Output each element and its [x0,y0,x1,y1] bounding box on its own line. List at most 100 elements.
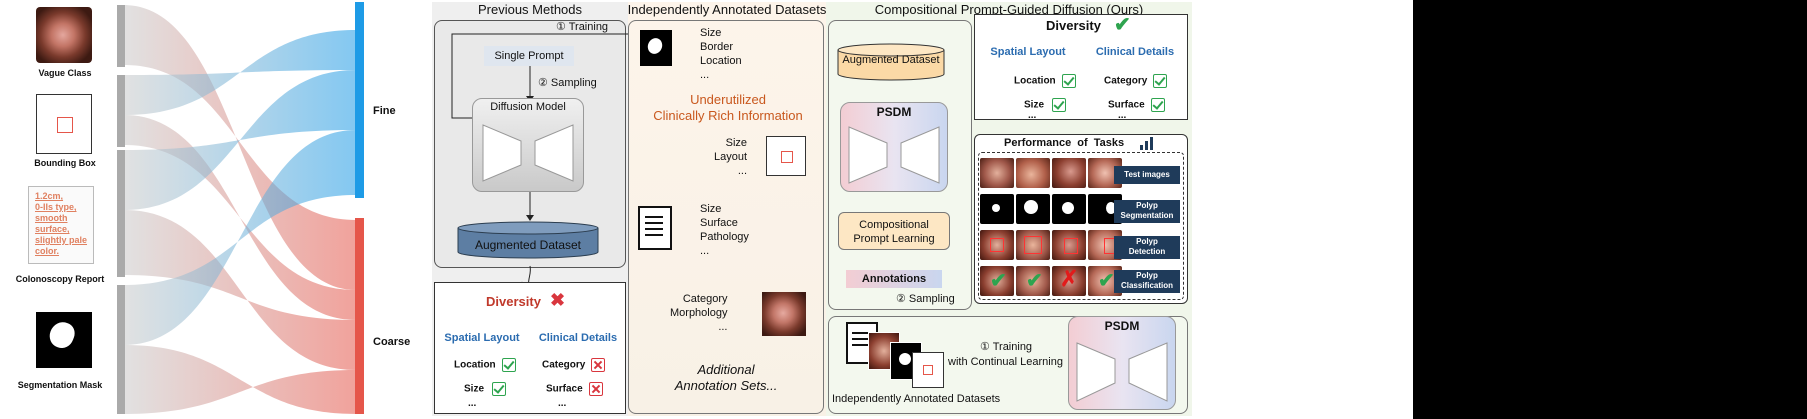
target-bar-fine [355,2,364,198]
task-badge-segmentation: Polyp Segmentation [1114,200,1180,223]
cylinder-icon [837,43,945,81]
ours-diversity-label: Diversity [1046,18,1101,33]
unet-icon [482,124,574,182]
diffusion-model-label: Diffusion Model [490,101,566,113]
underutilized-text: Underutilized Clinically Rich Informatio… [653,92,803,123]
classification-tile: ✔ [1016,266,1050,296]
ours-title: Compositional Prompt-Guided Diffusion (O… [874,2,1144,17]
vague-class-image [36,7,92,63]
flow-bbox-fine [124,30,356,115]
previous-clinical-details: Clinical Details [538,332,618,344]
source-bar-report [117,150,125,277]
flow-bbox-coarse [124,115,356,320]
ours-left-item-size: Size [1024,98,1067,112]
previous-diversity-label: Diversity [486,294,541,309]
ours-right-item-category: Category [1104,74,1168,88]
test-image [1016,158,1050,188]
performance-title: Performance of Tasks [1004,137,1125,149]
stacked-datasets-icon [846,322,946,388]
ours-sampling-label: ② Sampling [896,293,955,305]
check-icon [501,358,516,372]
previous-training-label: ① Training [556,21,609,33]
check-icon [1052,98,1067,112]
colonoscopy-report-label: Colonoscopy Report [15,274,105,284]
sankey-svg [117,2,364,414]
previous-left-item-location: Location [454,358,516,372]
right-dark-strip [1413,0,1807,419]
performance-grid: ✔ ✔ ✗ ✔ [980,158,1130,298]
ours-augmented-dataset: Augmented Dataset [836,42,946,82]
segmentation-mask-image [36,312,92,368]
ours-left-item-location: Location [1014,74,1076,88]
psdm-label-2: PSDM [1104,319,1140,333]
segmentation-mask-label: Segmentation Mask [17,380,103,390]
cross-icon [591,358,606,372]
bbox-square-icon [57,117,73,133]
performance-inner-dashed [978,152,1184,300]
previous-left-item-size: Size [464,382,507,396]
list-size-border-location: Size Border Location ... [700,27,742,81]
ours-right-item-surface: Surface [1108,98,1165,112]
test-image [1052,158,1086,188]
previous-diversity-cross-icon: ✖ [550,290,566,310]
source-bar-vague [117,5,125,67]
ours-right-item-more: ... [1118,110,1127,121]
previous-methods-title: Previous Methods [477,2,583,17]
ours-diversity-check-icon: ✔ [1114,14,1131,36]
psdm-label: PSDM [876,105,912,119]
additional-annotation-sets: Additional Annotation Sets... [674,362,778,393]
ours-left-item-more: ... [1028,110,1037,121]
check-icon [1150,98,1165,112]
task-badge-test-images: Test images [1114,166,1180,184]
detection-tile [1016,230,1050,260]
report-card: 1.2cm, 0-IIs type, smooth surface, sligh… [28,186,94,264]
task-badge-detection: Polyp Detection [1114,236,1180,259]
bbox-thumbnail [766,136,806,176]
mask-tile [1052,194,1086,224]
list-size-surface-pathology: Size Surface Pathology ... [700,203,749,257]
vague-class-label: Vague Class [38,68,92,78]
independent-inner-box [628,20,824,414]
list-size-layout: Size Layout ... [714,137,748,177]
test-image [980,158,1014,188]
previous-right-item-surface: Surface [546,382,603,396]
mask-tile [1016,194,1050,224]
compositional-prompt-learning-box: Compositional Prompt Learning [838,212,950,250]
bbox-thumbnail [912,352,944,388]
ours-augmented-dataset-label: Augmented Dataset [842,54,940,66]
ours-spatial-layout: Spatial Layout [990,46,1066,58]
bounding-box-image [36,94,92,154]
unet-icon [1076,342,1168,402]
annotations-box: Annotations [846,270,942,288]
previous-augmented-dataset-label: Augmented Dataset [474,238,582,252]
previous-left-item-more: ... [468,398,477,409]
sankey-diagram: Vague Class Bounding Box 1.2cm, 0-IIs ty… [0,0,420,419]
flow-report-fine [124,70,356,210]
document-icon [638,206,672,250]
continual-training-label: ① Training [980,341,1033,353]
bbox-square-icon [781,151,793,163]
continual-learning-label: with Continual Learning [948,356,1063,368]
bounding-box-label: Bounding Box [34,158,96,168]
check-icon [1061,74,1076,88]
detection-tile [980,230,1014,260]
report-text: 1.2cm, 0-IIs type, smooth surface, sligh… [35,191,88,256]
independent-title: Independently Annotated Datasets [627,2,827,17]
target-bar-coarse [355,218,364,414]
mask-blob [645,35,665,57]
fine-label: Fine [373,105,396,117]
diffusion-model-box: Diffusion Model [472,98,584,192]
cross-icon [588,382,603,396]
previous-spatial-layout: Spatial Layout [444,332,520,344]
previous-right-item-category: Category [542,358,606,372]
previous-augmented-dataset: Augmented Dataset [456,220,600,260]
detection-tile [1052,230,1086,260]
flow-mask-coarse [124,345,356,414]
mask-blob [46,318,78,352]
chart-icon [1138,134,1158,150]
unet-icon [848,126,940,184]
mask-thumbnail [640,30,672,66]
single-prompt-box: Single Prompt [484,46,574,66]
list-category-morphology: Category Morphology ... [670,293,728,333]
psdm-box: PSDM [840,102,948,192]
